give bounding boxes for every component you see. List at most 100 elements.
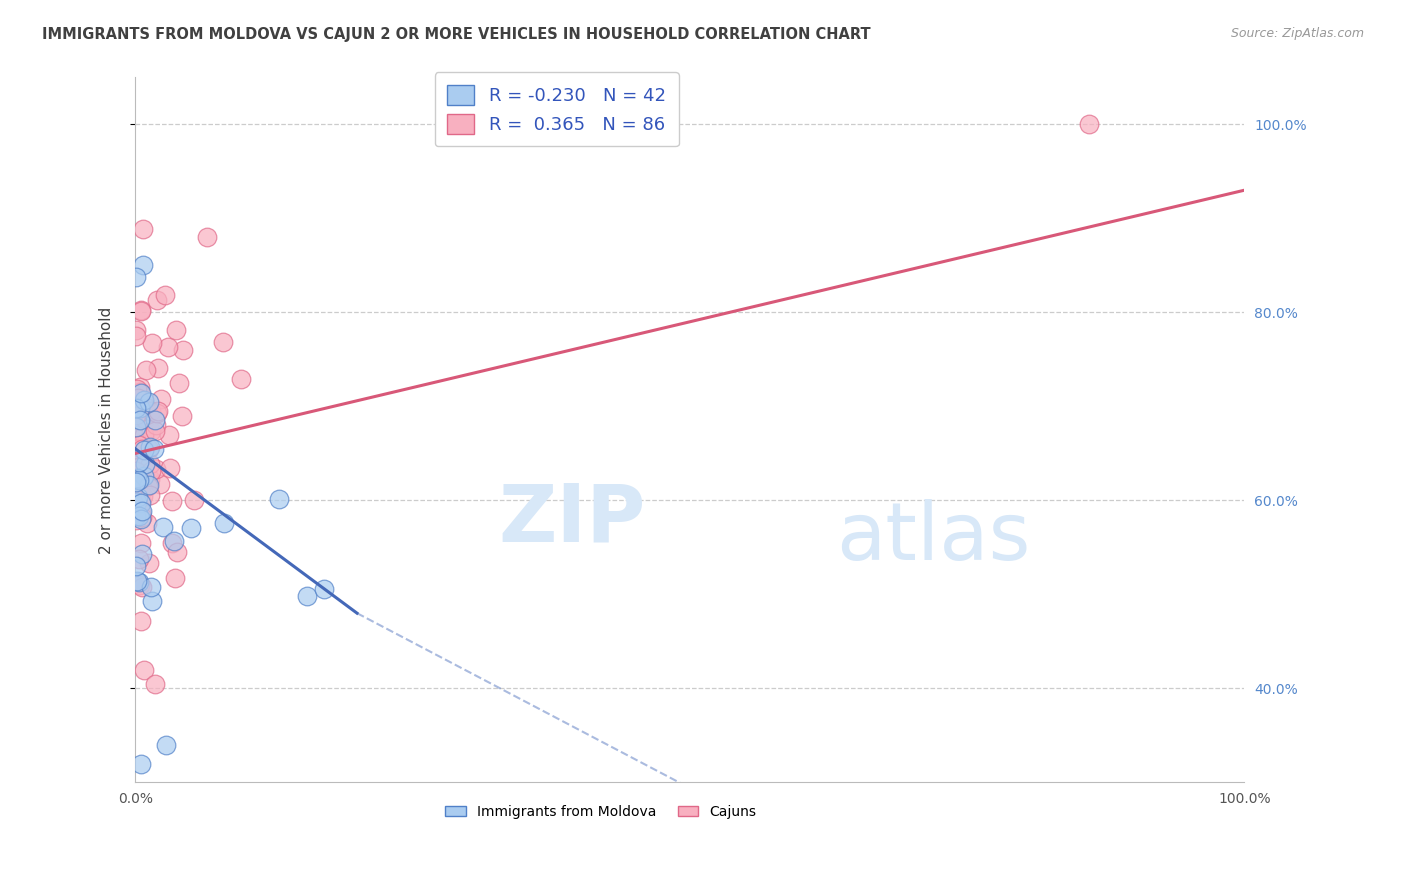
- Point: [128, 574, 150, 589]
- Point: [1078, 117, 1101, 131]
- Point: [143, 677, 166, 691]
- Point: [146, 293, 169, 307]
- Point: [211, 334, 233, 349]
- Point: [139, 424, 162, 438]
- Point: [150, 392, 173, 406]
- Point: [129, 385, 152, 400]
- Point: [131, 504, 153, 518]
- Point: [125, 559, 148, 574]
- Point: [129, 472, 152, 486]
- Point: [165, 571, 187, 585]
- Point: [295, 589, 318, 603]
- Point: [127, 504, 149, 518]
- Point: [125, 432, 148, 446]
- Point: [141, 336, 163, 351]
- Point: [138, 479, 160, 493]
- Point: [143, 425, 166, 439]
- Point: [159, 461, 181, 475]
- Text: atlas: atlas: [837, 499, 1031, 577]
- Point: [146, 361, 169, 376]
- Point: [129, 412, 152, 426]
- Point: [125, 464, 148, 478]
- Point: [128, 397, 150, 411]
- Point: [138, 395, 160, 409]
- Point: [131, 510, 153, 524]
- Point: [132, 468, 155, 483]
- Point: [149, 476, 172, 491]
- Point: [152, 520, 174, 534]
- Text: IMMIGRANTS FROM MOLDOVA VS CAJUN 2 OR MORE VEHICLES IN HOUSEHOLD CORRELATION CHA: IMMIGRANTS FROM MOLDOVA VS CAJUN 2 OR MO…: [42, 27, 870, 42]
- Point: [138, 556, 160, 570]
- Point: [312, 582, 335, 597]
- Point: [269, 491, 291, 506]
- Point: [125, 494, 148, 508]
- Point: [127, 471, 149, 485]
- Point: [160, 494, 183, 508]
- Point: [143, 413, 166, 427]
- Point: [128, 388, 150, 402]
- Point: [170, 409, 193, 424]
- Point: [134, 469, 156, 483]
- Point: [125, 408, 148, 422]
- Point: [129, 459, 152, 474]
- Point: [135, 516, 157, 530]
- Point: [145, 417, 167, 432]
- Point: [139, 404, 162, 418]
- Point: [139, 441, 162, 455]
- Point: [127, 456, 149, 470]
- Point: [129, 756, 152, 771]
- Point: [134, 428, 156, 442]
- Point: [138, 442, 160, 456]
- Point: [145, 462, 167, 476]
- Point: [129, 614, 152, 628]
- Point: [125, 382, 148, 396]
- Point: [129, 505, 152, 519]
- Point: [163, 534, 186, 549]
- Point: [143, 442, 166, 457]
- Point: [138, 457, 160, 471]
- Point: [138, 477, 160, 491]
- Point: [134, 412, 156, 426]
- Point: [162, 535, 184, 549]
- Point: [128, 508, 150, 523]
- Point: [132, 442, 155, 457]
- Point: [134, 457, 156, 471]
- Point: [125, 513, 148, 527]
- Point: [131, 536, 153, 550]
- Point: [128, 551, 150, 566]
- Point: [139, 465, 162, 479]
- Point: [125, 419, 148, 434]
- Point: [139, 472, 162, 486]
- Point: [125, 329, 148, 343]
- Point: [132, 404, 155, 418]
- Point: [131, 547, 153, 561]
- Point: [125, 409, 148, 424]
- Point: [129, 303, 152, 318]
- Point: [148, 403, 170, 417]
- Point: [135, 363, 157, 377]
- Point: [166, 545, 188, 559]
- Point: [167, 376, 190, 391]
- Point: [128, 401, 150, 416]
- Point: [125, 475, 148, 490]
- Point: [131, 580, 153, 594]
- Point: [129, 380, 152, 394]
- Point: [180, 521, 202, 535]
- Point: [125, 455, 148, 469]
- Point: [132, 259, 155, 273]
- Point: [128, 455, 150, 469]
- Point: [125, 442, 148, 456]
- Point: [183, 493, 205, 508]
- Point: [131, 304, 153, 318]
- Point: [135, 400, 157, 414]
- Point: [127, 491, 149, 505]
- Point: [132, 663, 155, 677]
- Point: [129, 512, 152, 526]
- Point: [129, 578, 152, 592]
- Legend: Immigrants from Moldova, Cajuns: Immigrants from Moldova, Cajuns: [440, 799, 762, 825]
- Point: [125, 270, 148, 285]
- Point: [195, 230, 218, 244]
- Point: [129, 496, 152, 510]
- Point: [128, 438, 150, 452]
- Y-axis label: 2 or more Vehicles in Household: 2 or more Vehicles in Household: [100, 306, 114, 554]
